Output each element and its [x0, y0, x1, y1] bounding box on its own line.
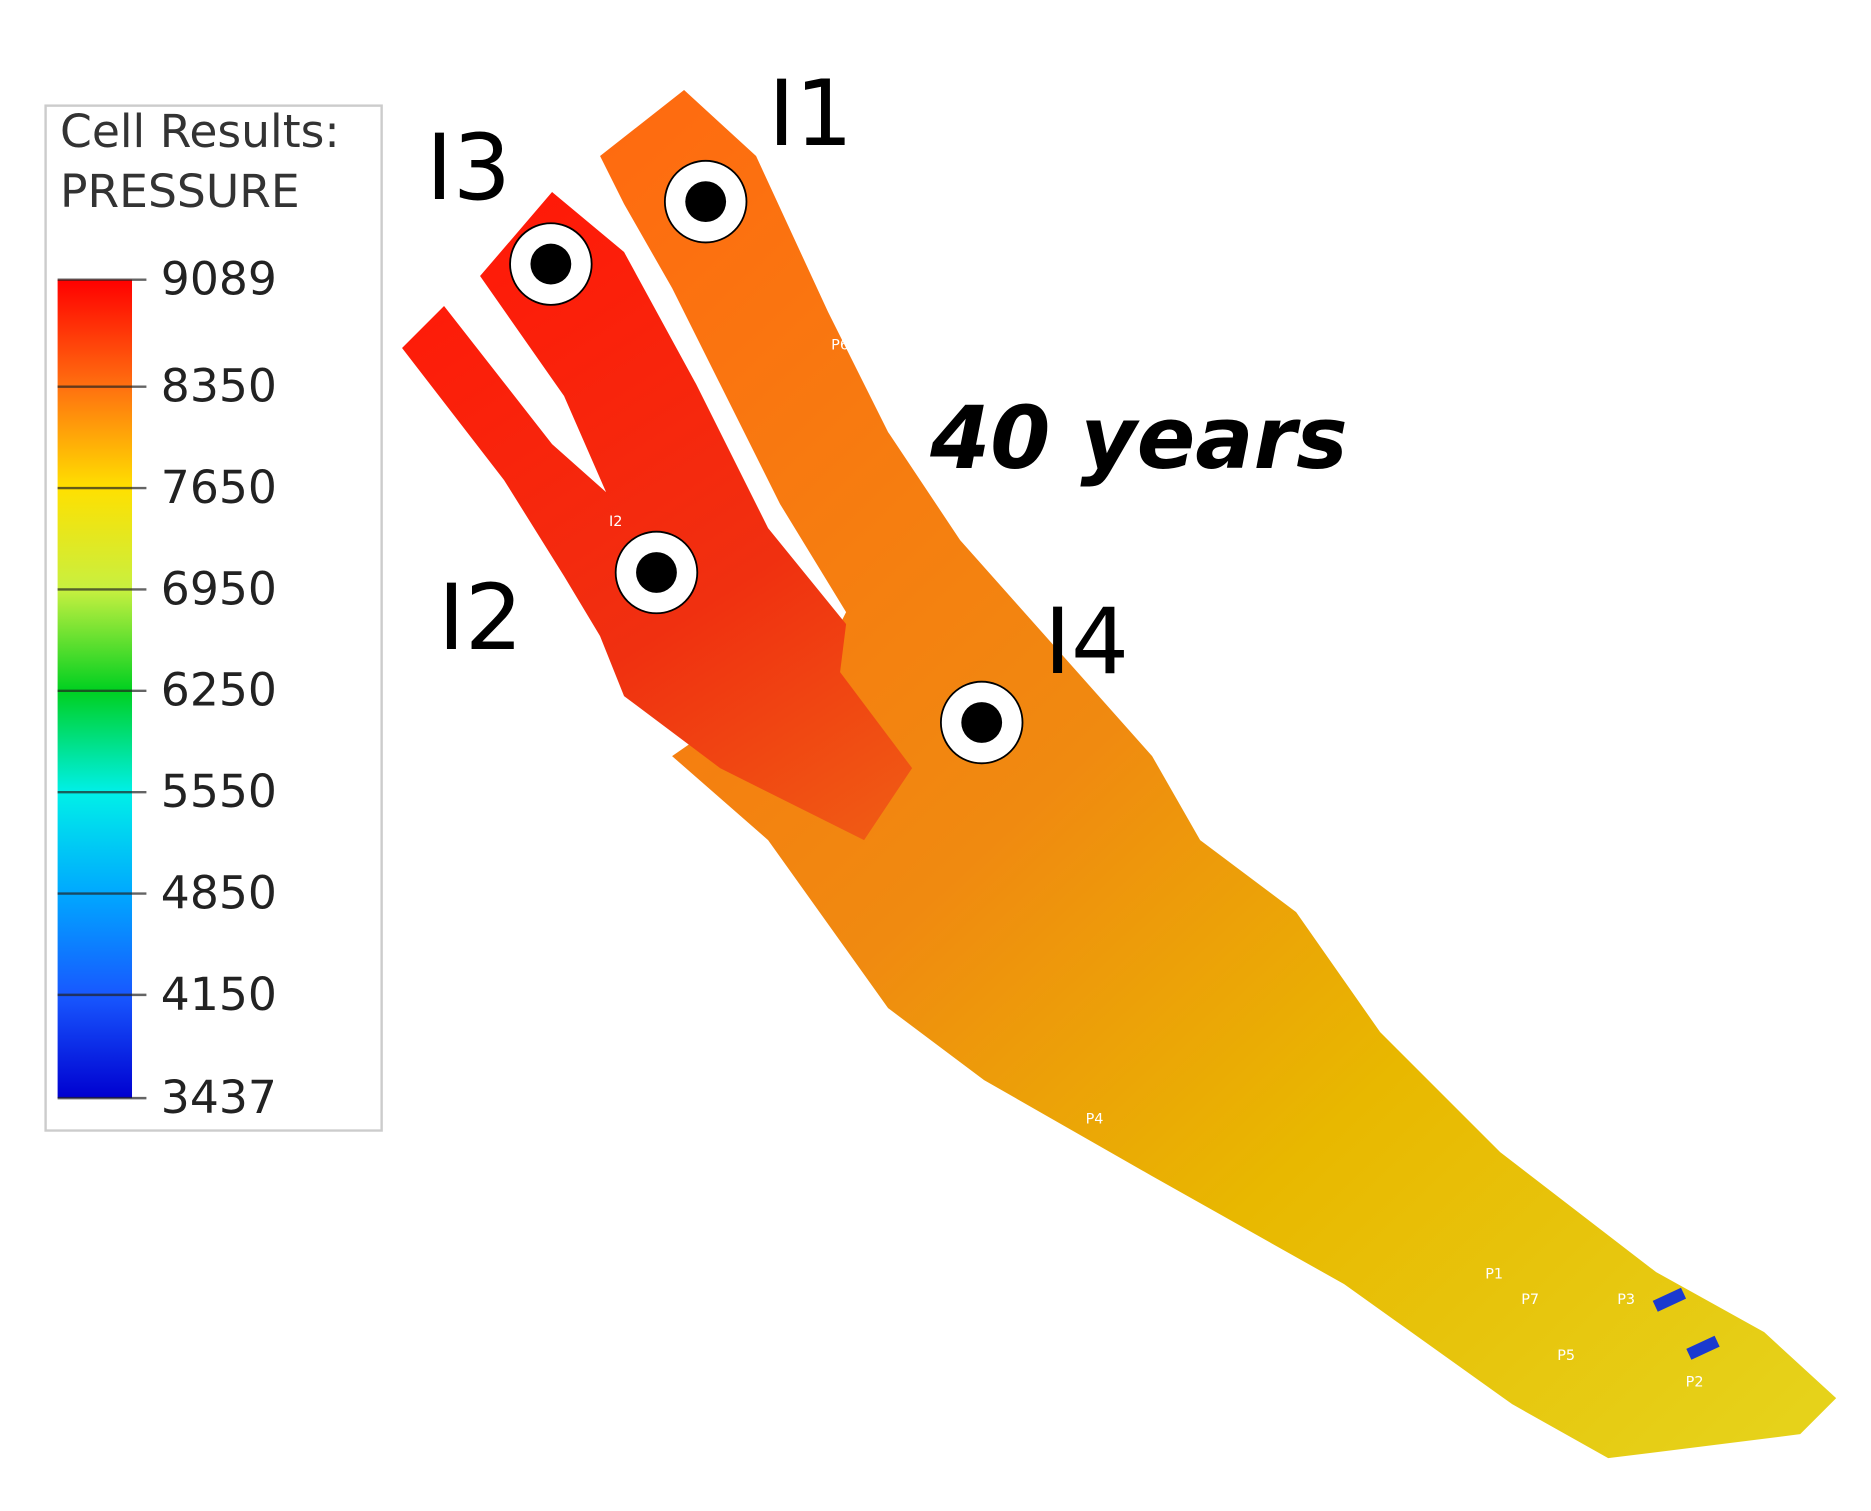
injector-label: I4: [1044, 588, 1129, 695]
injector-label: I1: [768, 60, 853, 167]
well-label: P1: [1485, 1267, 1503, 1283]
low-pressure-cells: [1686, 1335, 1720, 1360]
colorbar-tick-label: 6250: [161, 664, 277, 717]
colorbar-tick-label: 9089: [161, 253, 277, 306]
legend-title: Cell Results:: [60, 105, 340, 158]
well-label: P4: [1086, 1112, 1104, 1128]
reservoir: [402, 90, 1837, 1459]
injector-dot: [685, 181, 727, 223]
well-label: P3: [1617, 1292, 1635, 1308]
colorbar-tick-label: 8350: [161, 360, 277, 413]
reservoir-red-branches: [402, 192, 913, 841]
colorbar-tick-label: 5550: [161, 765, 277, 818]
legend-variable: PRESSURE: [60, 165, 300, 218]
colorbar-tick-label: 4150: [161, 968, 277, 1021]
colorbar-tick-label: 7650: [161, 461, 277, 514]
low-pressure-cells: [1652, 1287, 1687, 1312]
injector-dot: [961, 702, 1003, 743]
injector-label: I3: [426, 114, 511, 221]
well-label: P5: [1557, 1348, 1575, 1364]
colorbar: [57, 279, 133, 1099]
well-label: P6: [831, 338, 849, 354]
injector-label: I2: [438, 564, 523, 671]
injector-dot: [530, 243, 572, 285]
colorbar-tick-label: 3437: [161, 1071, 277, 1124]
colorbar-tick-label: 6950: [161, 562, 277, 615]
injector-dot: [636, 552, 677, 593]
well-label: P2: [1686, 1375, 1704, 1391]
time-annotation: 40 years: [929, 389, 1348, 489]
well-label: P7: [1521, 1292, 1539, 1308]
colorbar-tick-label: 4850: [161, 866, 277, 919]
well-label: I2: [609, 514, 622, 530]
